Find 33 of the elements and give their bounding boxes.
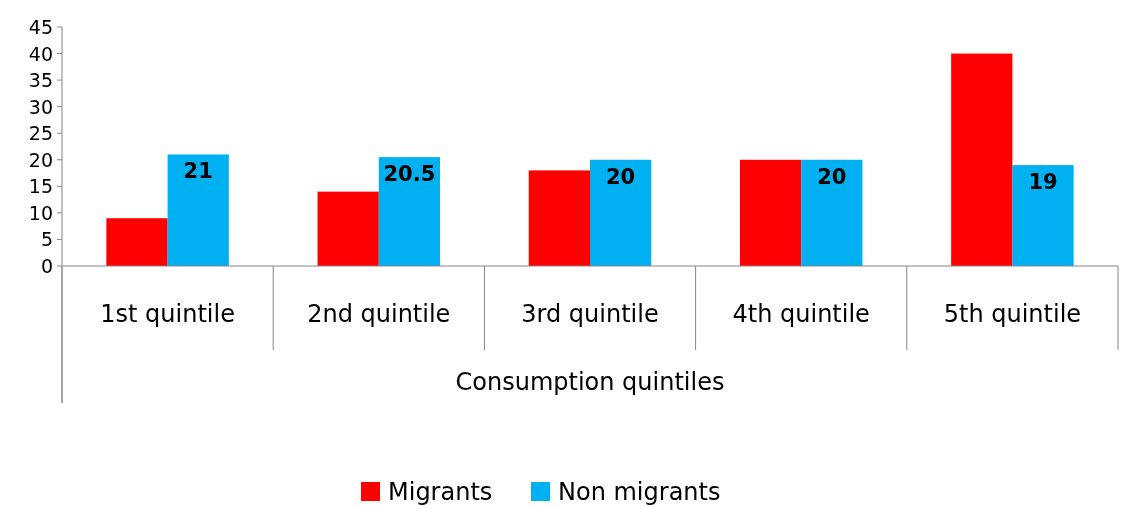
bar — [801, 159, 863, 266]
data-label: 20 — [606, 164, 636, 189]
bar — [739, 159, 802, 266]
y-tick-label: 30 — [28, 95, 53, 118]
legend-label: Migrants — [388, 478, 493, 506]
x-axis-title: Consumption quintiles — [455, 368, 725, 396]
y-tick-label: 15 — [28, 175, 53, 198]
y-tick-label: 40 — [28, 42, 53, 65]
y-tick-label: 0 — [40, 255, 53, 277]
bar — [378, 157, 441, 266]
x-tick-label: 5th quintile — [943, 300, 1082, 328]
y-tick-label: 10 — [28, 201, 53, 224]
y-tick-label: 20 — [28, 148, 53, 171]
bar — [167, 154, 229, 266]
data-label: 21 — [183, 159, 213, 184]
y-tick-label: 5 — [40, 228, 53, 251]
data-label: 20.5 — [383, 162, 436, 187]
bar — [951, 53, 1013, 266]
y-tick-label: 45 — [28, 16, 53, 38]
bar — [590, 159, 652, 266]
legend-label: Non migrants — [558, 478, 721, 506]
data-label: 19 — [1028, 170, 1058, 195]
data-label: 20 — [817, 164, 847, 189]
x-tick-label: 2nd quintile — [307, 300, 451, 328]
y-tick-label: 35 — [28, 69, 53, 92]
x-tick-label: 1st quintile — [100, 300, 235, 328]
bar — [106, 218, 168, 266]
x-tick-label: 3rd quintile — [521, 300, 659, 328]
y-tick-label: 25 — [28, 122, 53, 145]
bar — [1012, 165, 1074, 266]
bar — [528, 170, 590, 266]
bar — [317, 191, 379, 266]
x-tick-label: 4th quintile — [732, 300, 870, 328]
